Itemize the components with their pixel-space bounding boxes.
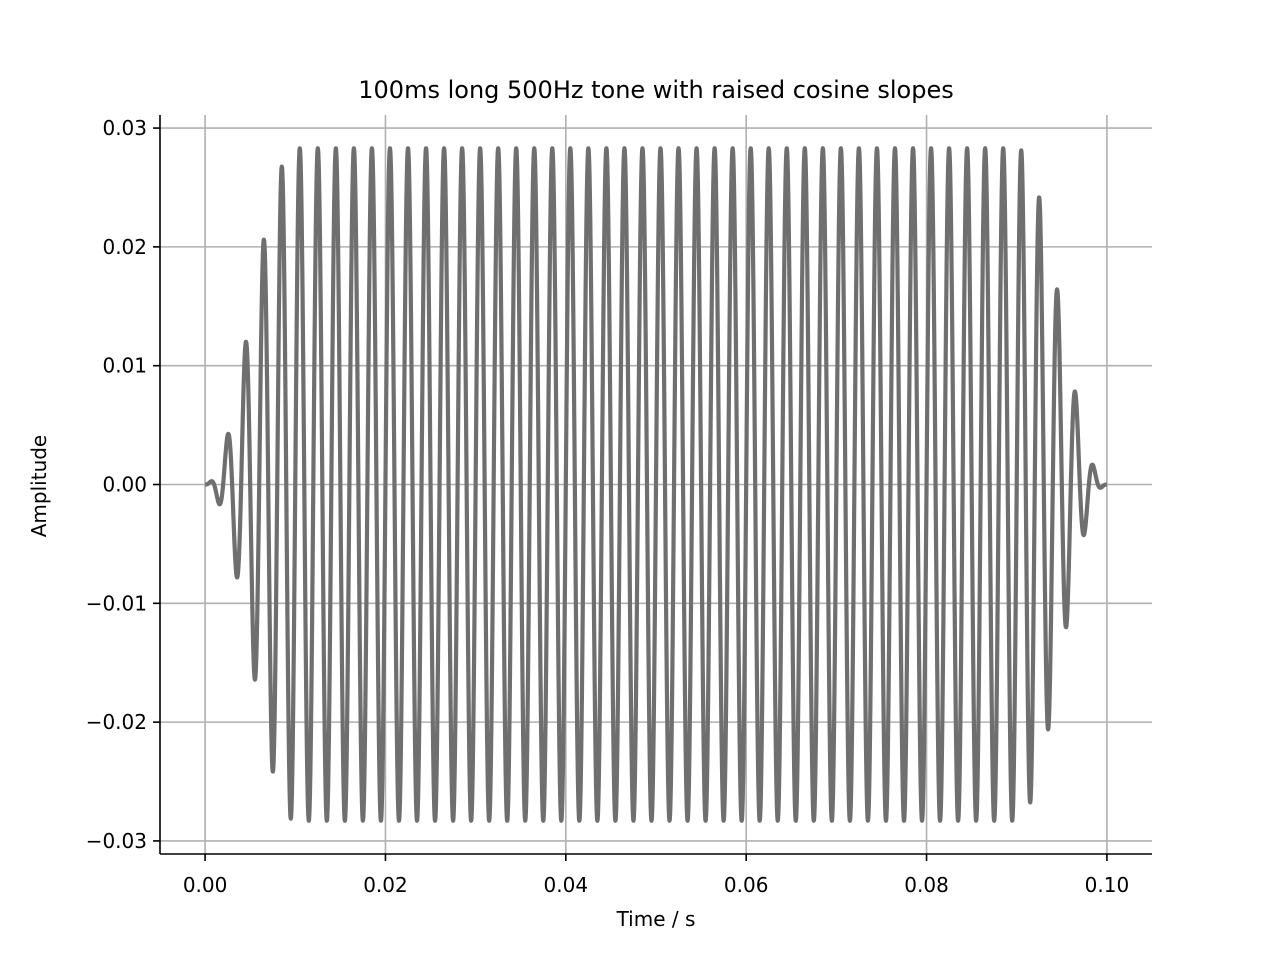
x-axis-label: Time / s: [616, 907, 696, 931]
x-tick-label: 0.06: [724, 873, 769, 897]
chart-title: 100ms long 500Hz tone with raised cosine…: [358, 76, 953, 104]
x-tick-label: 0.04: [544, 873, 589, 897]
tick-marks: 0.00 0.02 0.04 0.06 0.08 0.10 0.03 0.02 0.01 0.00…: [86, 116, 1129, 897]
y-tick-label: −0.02: [86, 710, 147, 734]
x-tick-label: 0.00: [183, 873, 228, 897]
y-tick-label: 0.00: [102, 473, 147, 497]
y-tick-label: 0.03: [102, 116, 147, 140]
x-tick-label: 0.02: [363, 873, 408, 897]
y-tick-label: −0.01: [86, 591, 147, 615]
y-axis-label: Amplitude: [27, 435, 51, 538]
y-tick-label: 0.01: [102, 354, 147, 378]
waveform-series: [203, 146, 1109, 823]
waveform-line: [203, 146, 1109, 823]
y-tick-label: −0.03: [86, 829, 147, 853]
x-tick-label: 0.08: [904, 873, 949, 897]
x-tick-label: 0.10: [1085, 873, 1130, 897]
y-tick-label: 0.02: [102, 235, 147, 259]
